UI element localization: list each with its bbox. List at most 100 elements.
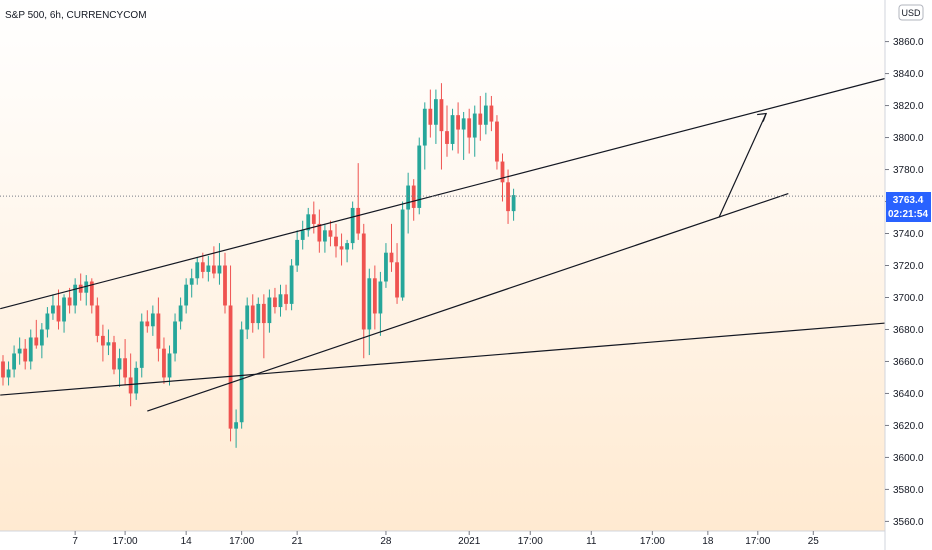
- candle-body: [434, 99, 438, 125]
- candle-body: [145, 321, 150, 327]
- candle: [483, 92, 488, 135]
- candles-layer: [1, 83, 516, 448]
- candle: [273, 287, 277, 314]
- candle: [184, 278, 189, 314]
- candle: [306, 207, 311, 237]
- price-tick-label: 3600.0: [893, 453, 924, 464]
- candle-body: [95, 305, 100, 336]
- candle: [400, 201, 405, 301]
- candle: [173, 313, 177, 362]
- candle-body: [317, 223, 322, 242]
- price-tick-label: 3780.0: [893, 165, 924, 176]
- last-price-label: 3763.4: [893, 195, 924, 206]
- projection-arrow-line[interactable]: [718, 113, 767, 218]
- candle: [350, 201, 355, 250]
- candle-body: [1, 361, 5, 378]
- candle-body: [406, 185, 411, 210]
- candle: [45, 307, 50, 338]
- candle-body: [89, 281, 94, 306]
- price-tick-label: 3680.0: [893, 325, 924, 336]
- candle-body: [411, 185, 416, 208]
- candle: [200, 252, 205, 279]
- candle: [261, 294, 266, 359]
- symbol-label: S&P 500, 6h, CURRENCYCOM: [5, 10, 147, 21]
- candle-body: [228, 305, 233, 429]
- candle-body: [261, 303, 266, 324]
- candle-body: [78, 284, 83, 293]
- candle-body: [162, 348, 166, 378]
- candle-body: [134, 367, 139, 394]
- candle-body: [123, 358, 127, 378]
- time-tick-label: 17:00: [745, 536, 770, 547]
- candle-body: [189, 278, 194, 285]
- candle-body: [206, 265, 211, 272]
- countdown-label: 02:21:54: [888, 209, 928, 220]
- currency-button-label[interactable]: USD: [901, 8, 921, 18]
- candle-body: [45, 313, 50, 330]
- candle: [128, 353, 133, 407]
- candle-body: [295, 239, 300, 266]
- candle: [395, 243, 399, 304]
- candle-body: [62, 297, 66, 322]
- time-axis[interactable]: 7 17:00 14 17:00 21 28 2021 17:00 11 17:00 18 17:00…: [72, 531, 819, 547]
- support-line[interactable]: [0, 322, 886, 396]
- candle-body: [428, 108, 433, 125]
- candle-body: [73, 284, 78, 306]
- candle-body: [217, 265, 222, 274]
- candle: [389, 223, 394, 272]
- candle-body: [472, 113, 477, 138]
- candle: [328, 220, 333, 247]
- candle-body: [467, 118, 472, 138]
- candle: [162, 337, 166, 384]
- candle: [450, 108, 455, 151]
- price-tag-box: [886, 192, 931, 222]
- candle: [73, 278, 78, 314]
- candle-body: [345, 243, 349, 250]
- candle: [489, 95, 494, 132]
- candle: [495, 115, 499, 170]
- currency-button-frame[interactable]: [898, 4, 924, 21]
- price-axis[interactable]: 3560.0 3580.0 3600.0 3620.0 3640.0 3660.0 3680…: [885, 37, 924, 528]
- candle: [101, 324, 105, 362]
- candle: [95, 297, 100, 343]
- time-tick-label: 25: [808, 536, 820, 547]
- candle: [17, 337, 22, 365]
- candle-body: [256, 303, 261, 324]
- candle: [267, 289, 272, 333]
- candle-body: [361, 233, 366, 330]
- candle-body: [212, 265, 216, 274]
- trendlines-layer: [0, 77, 886, 412]
- price-tick-label: 3560.0: [893, 517, 924, 528]
- candle: [156, 297, 161, 362]
- candle-body: [250, 305, 255, 324]
- candle: [367, 268, 372, 356]
- candle: [356, 163, 361, 240]
- candle: [300, 220, 305, 250]
- candle-body: [273, 297, 277, 308]
- candle: [34, 319, 39, 349]
- candle-body: [51, 305, 55, 314]
- candle-body: [334, 236, 338, 247]
- time-tick-label: 2021: [458, 536, 481, 547]
- candle: [445, 105, 449, 157]
- candle: [372, 265, 377, 330]
- lower-channel-line[interactable]: [147, 192, 789, 412]
- price-tick-label: 3860.0: [893, 37, 924, 48]
- upper-channel-line[interactable]: [0, 77, 886, 310]
- candle-body: [200, 262, 205, 272]
- candle: [212, 246, 216, 279]
- candle-body: [461, 118, 466, 130]
- candle-body: [84, 281, 89, 293]
- candle-body: [395, 262, 399, 298]
- candle-body: [117, 358, 122, 370]
- price-tick-label: 3740.0: [893, 229, 924, 240]
- currency-button[interactable]: USD: [898, 4, 924, 21]
- candle: [178, 297, 183, 330]
- candle-body: [112, 342, 116, 370]
- candle: [411, 179, 416, 221]
- candle-body: [173, 321, 177, 354]
- candle-body: [511, 195, 516, 212]
- time-tick-label: 18: [702, 536, 714, 547]
